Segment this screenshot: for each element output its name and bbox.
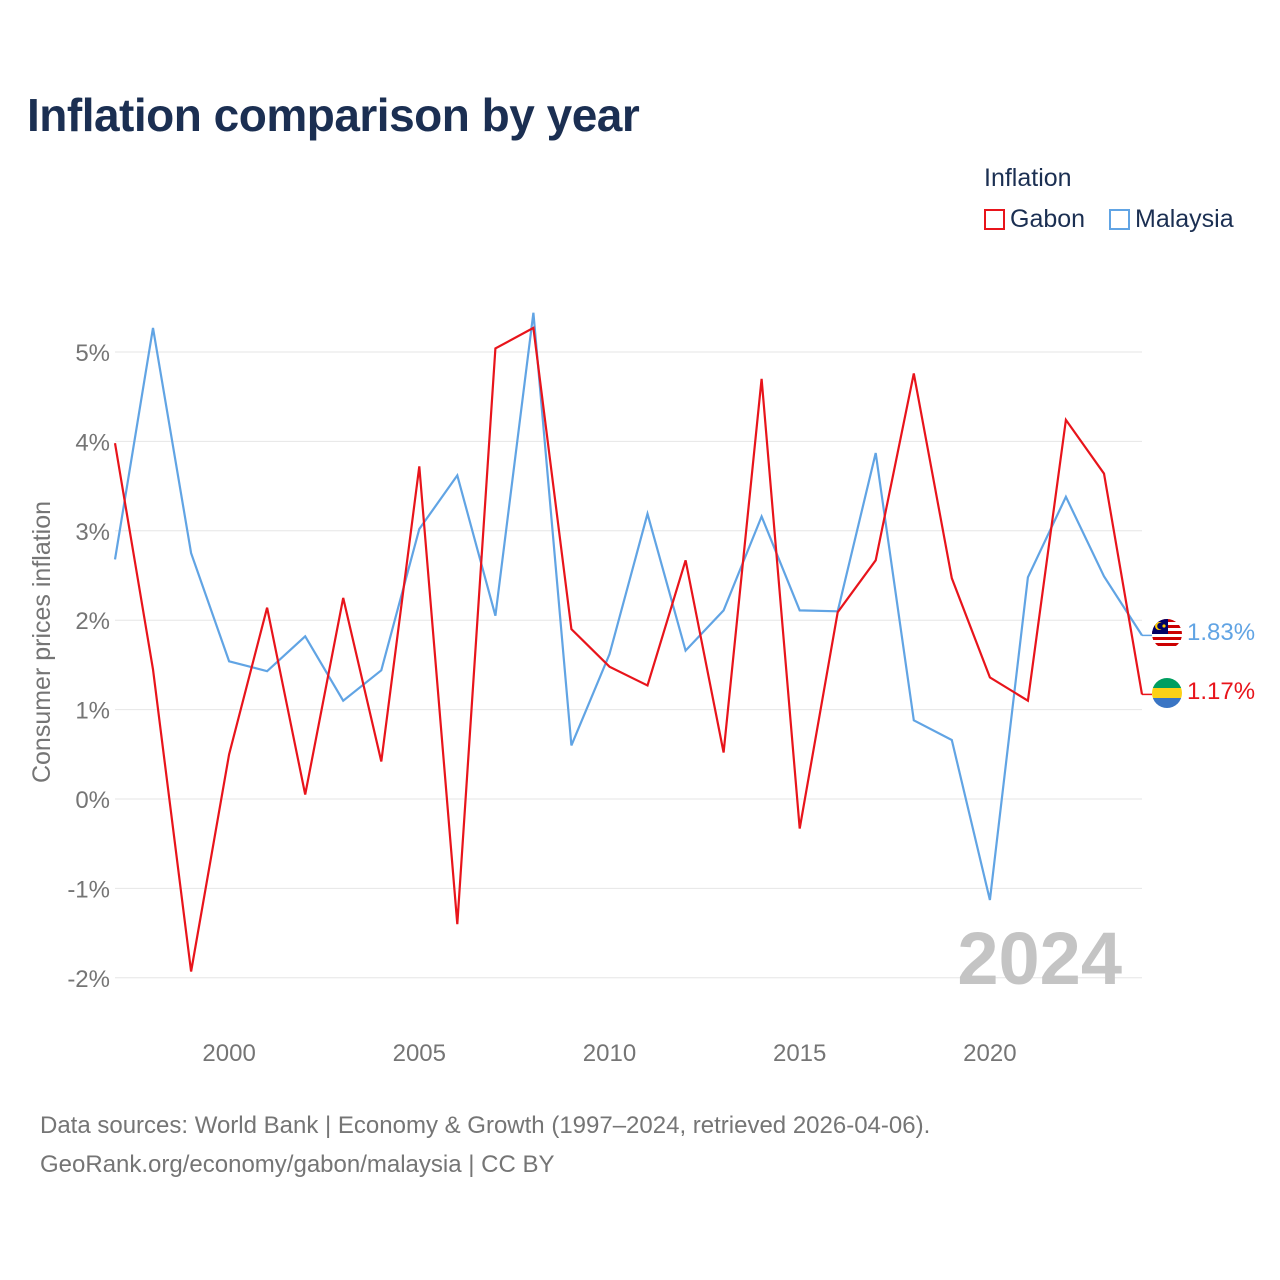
malaysia-flag-icon [1152,619,1182,649]
malaysia-end-value: 1.83% [1187,619,1255,646]
gabon-end-value: 1.17% [1187,678,1255,705]
y-axis-label: Consumer prices inflation [28,501,56,783]
x-tick-label: 2000 [202,1040,255,1067]
x-tick-label: 2010 [583,1040,636,1067]
series-line-malaysia[interactable] [113,312,1143,901]
source-line-1: Data sources: World Bank | Economy & Gro… [40,1112,931,1139]
y-tick-label: 2% [75,608,110,635]
legend-item-malaysia[interactable]: Malaysia [1109,205,1234,234]
grid-lines [115,351,1142,979]
series-lines [113,312,1152,972]
legend-item-gabon[interactable]: Gabon [984,205,1085,234]
chart-title: Inflation comparison by year [27,89,640,141]
y-tick-label: 0% [75,787,110,814]
y-axis-ticks: -2% -1% 0% 1% 2% 3% 4% 5% [67,340,110,993]
source-line-2[interactable]: GeoRank.org/economy/gabon/malaysia | CC … [40,1151,555,1178]
x-axis-ticks: 2000 2005 2010 2015 2020 [202,1040,1016,1067]
y-tick-label: -2% [67,966,110,993]
x-tick-label: 2005 [393,1040,446,1067]
y-tick-label: 5% [75,340,110,367]
legend-label-gabon: Gabon [1010,205,1086,233]
source-note: Data sources: World Bank | Economy & Gro… [40,1106,930,1184]
x-tick-label: 2020 [963,1040,1016,1067]
year-watermark: 2024 [957,917,1122,1000]
x-tick-label: 2015 [773,1040,826,1067]
series-line-gabon[interactable] [113,326,1144,972]
y-tick-label: 3% [75,519,110,546]
legend-label-malaysia: Malaysia [1135,205,1234,233]
gabon-flag-icon [1152,678,1182,708]
legend-swatch-malaysia [1109,209,1130,230]
y-tick-label: 1% [75,698,110,725]
y-tick-label: -1% [67,876,110,903]
legend-title: Inflation [984,164,1072,192]
y-tick-label: 4% [75,429,110,456]
legend-swatch-gabon [984,209,1005,230]
